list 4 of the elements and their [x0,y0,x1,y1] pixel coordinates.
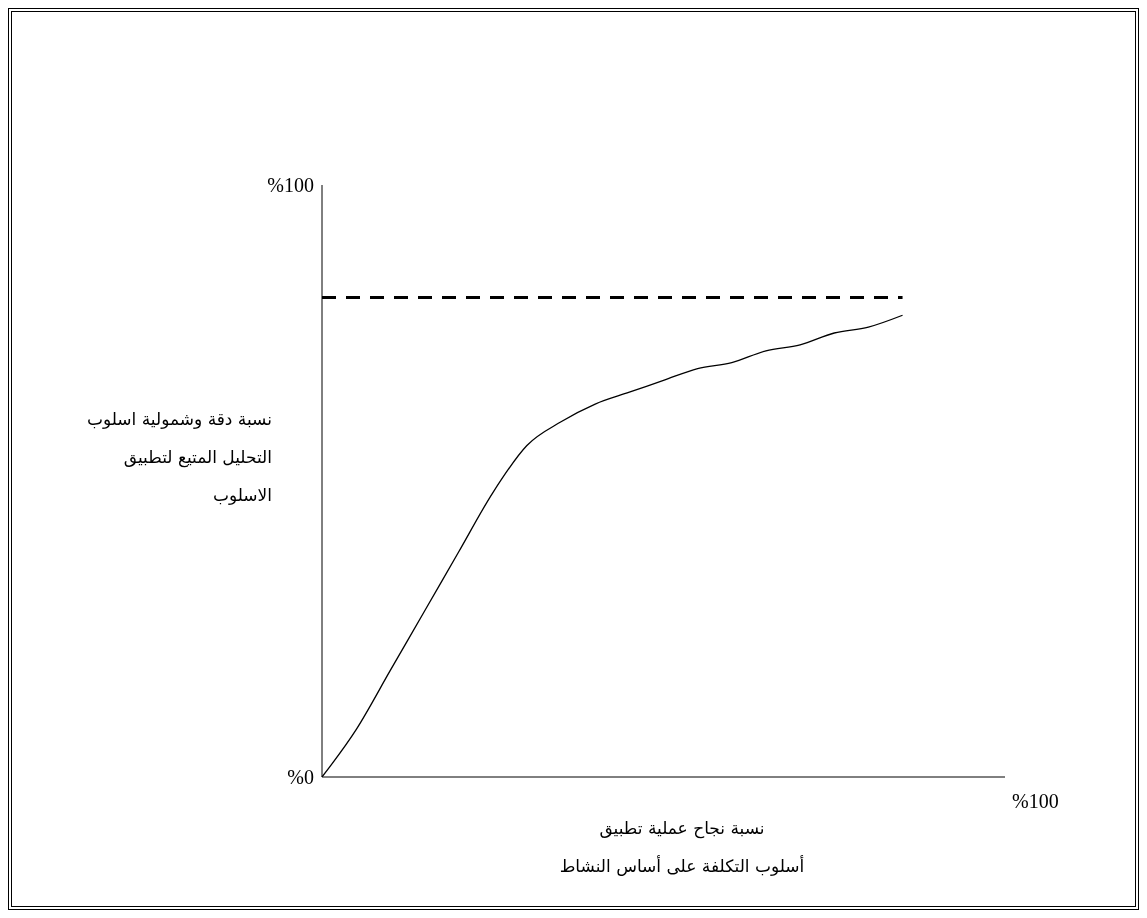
y-axis-title: نسبة دقة وشمولية اسلوب التحليل المتيع لتطبيق الاسلوب [85,408,272,507]
y-tick-label: %0 [287,766,314,788]
x-axis-title: نسبة نجاح عملية تطبيق أسلوب التكلفة على أساس النشاط [558,817,806,878]
text: %100 [1012,790,1059,813]
